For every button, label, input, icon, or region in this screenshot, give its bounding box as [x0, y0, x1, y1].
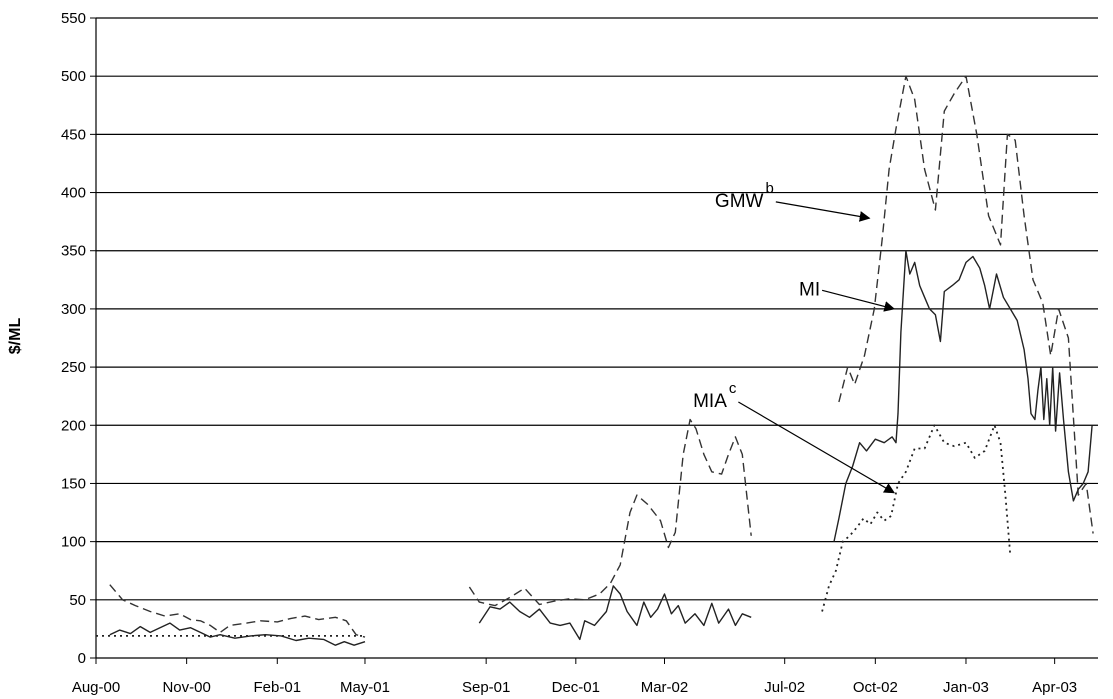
x-tick-label: Feb-01	[254, 679, 302, 696]
annotation-text: MI	[799, 279, 820, 300]
y-tick-label: 0	[78, 650, 86, 667]
annotation-arrow	[775, 201, 871, 222]
annotation-label: GMWb	[715, 180, 774, 212]
y-tick-label: 400	[61, 185, 86, 202]
x-tick-label: Aug-00	[72, 679, 120, 696]
axes: 0 50 100 150 200 250 300 350 400 450 500 550 Aug-00 N…	[61, 10, 1098, 696]
annotation-superscript: c	[729, 380, 737, 397]
x-tick-label: Mar-02	[641, 679, 689, 696]
annotations: GMWb MI MIAc	[693, 180, 896, 494]
y-tick-label: 500	[61, 68, 86, 85]
x-tick-label: Sep-01	[462, 679, 510, 696]
series	[96, 75, 1094, 646]
series-line-mia	[821, 424, 1012, 612]
series-line-mi	[478, 585, 752, 641]
series-line-mi	[109, 622, 366, 646]
series-line-mi	[833, 249, 1093, 542]
series-line-gmw	[109, 584, 366, 638]
annotation-text: MIA	[693, 391, 727, 412]
x-tick-label: Dec-01	[552, 679, 600, 696]
series-line-gmw	[468, 418, 752, 607]
y-axis-title: $/ML	[7, 318, 24, 355]
horizontal-gridlines	[96, 17, 1098, 601]
annotation-label: MI	[799, 279, 820, 300]
x-tick-label: May-01	[340, 679, 390, 696]
y-tick-label: 150	[61, 475, 86, 492]
annotation-text: GMW	[715, 191, 764, 212]
x-tick-label: Oct-02	[853, 679, 898, 696]
y-tick-label: 550	[61, 10, 86, 27]
x-tick-label: Jan-03	[943, 679, 989, 696]
y-tick-label: 100	[61, 534, 86, 551]
y-tick-label: 200	[61, 417, 86, 434]
annotation-superscript: b	[765, 180, 773, 197]
y-tick-label: 50	[69, 592, 86, 609]
y-tick-label: 350	[61, 243, 86, 260]
y-tick-label: 300	[61, 301, 86, 318]
annotation-label: MIAc	[693, 380, 737, 412]
y-tick-label: 450	[61, 126, 86, 143]
series-gmw	[109, 75, 1094, 638]
x-tick-label: Nov-00	[162, 679, 210, 696]
annotation-arrow	[738, 401, 895, 494]
series-line-gmw	[838, 75, 1094, 534]
y-tick-label: 250	[61, 359, 86, 376]
series-mia	[96, 424, 1012, 637]
x-tick-label: Apr-03	[1032, 679, 1077, 696]
series-mi	[109, 249, 1093, 646]
x-tick-label: Jul-02	[764, 679, 805, 696]
annotation-arrow	[821, 289, 896, 312]
